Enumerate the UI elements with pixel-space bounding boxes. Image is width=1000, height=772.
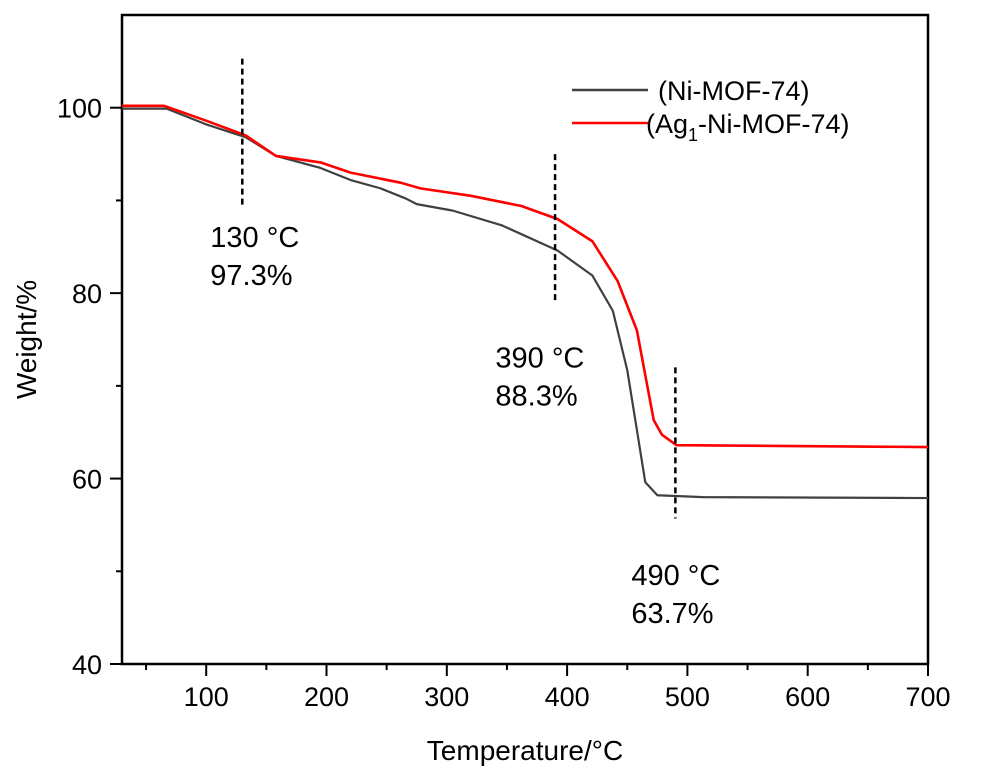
- x-tick-label: 700: [905, 682, 950, 712]
- x-tick-label: 400: [545, 682, 590, 712]
- series-line-0: [122, 107, 929, 500]
- x-axis-label: Temperature/°C: [427, 735, 623, 766]
- x-tick-label: 500: [665, 682, 710, 712]
- annotation-weight-1: 88.3%: [495, 380, 577, 412]
- y-tick-label: 40: [72, 650, 102, 680]
- legend-label-0: (Ni-MOF-74): [658, 76, 809, 106]
- annotation-temp-1: 390 °C: [495, 342, 584, 374]
- x-tick-label: 600: [785, 682, 830, 712]
- plot-frame: [120, 13, 930, 666]
- x-tick-label: 100: [184, 682, 229, 712]
- y-tick-label: 100: [57, 94, 102, 124]
- y-tick-label: 60: [72, 465, 102, 495]
- annotation-weight-2: 63.7%: [631, 598, 713, 630]
- x-tick-label: 200: [304, 682, 349, 712]
- legend-label-1: (Ag1-Ni-MOF-74): [646, 109, 850, 145]
- annotation-temp-0: 130 °C: [210, 222, 299, 254]
- annotation-temp-2: 490 °C: [631, 560, 720, 592]
- y-tick-label: 80: [72, 279, 102, 309]
- x-tick-label: 300: [424, 682, 469, 712]
- series-line-1: [122, 104, 929, 449]
- y-axis-label: Weight/%: [11, 280, 42, 399]
- annotation-weight-0: 97.3%: [210, 260, 292, 292]
